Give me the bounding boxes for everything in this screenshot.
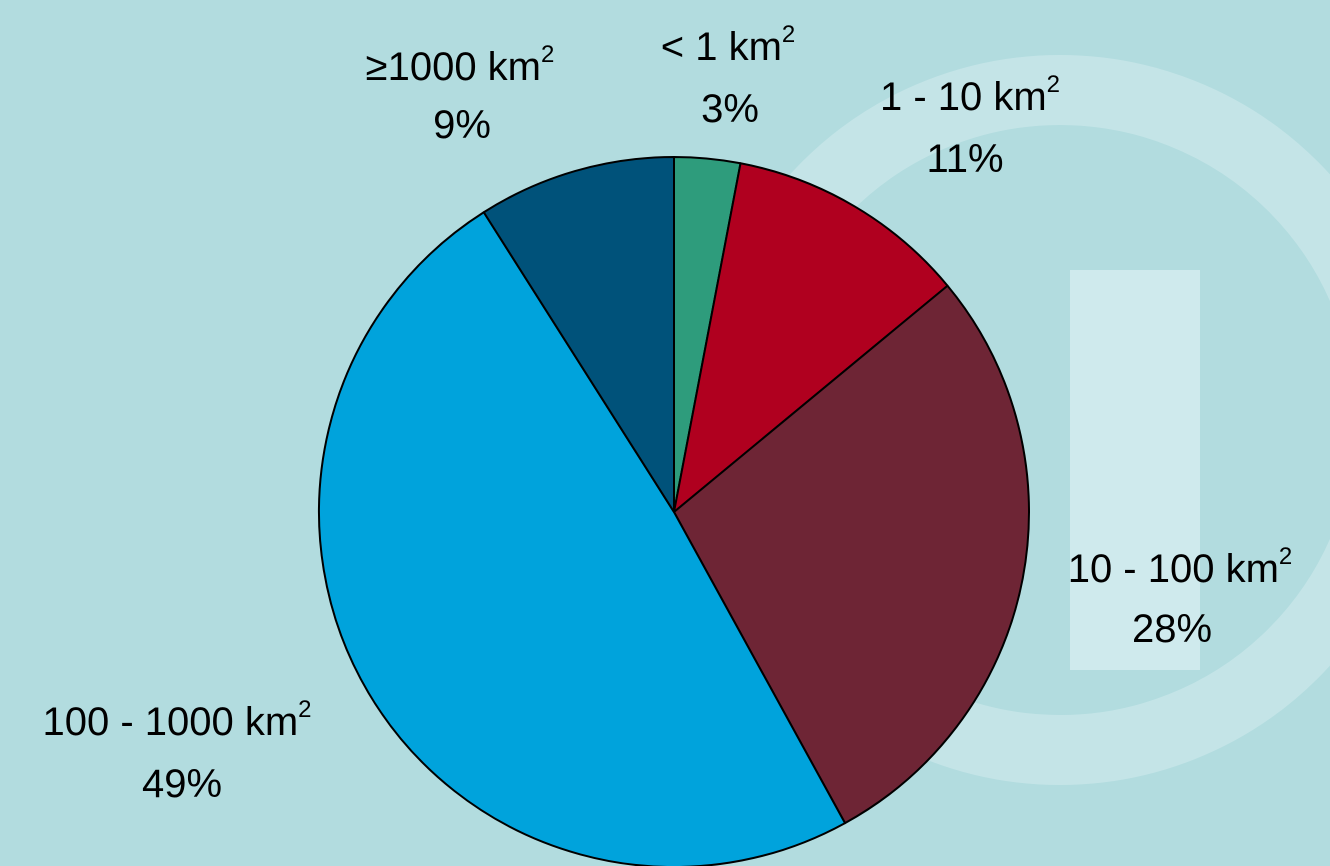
slice-label-1-10: 1 - 10 km2 (880, 71, 1060, 119)
slice-100-1000 (318, 211, 847, 866)
slice-10-100 (673, 284, 1030, 825)
slice-ge1000 (482, 156, 675, 513)
slice-1-10 (673, 162, 949, 513)
slice-label-10-100: 10 - 100 km2 (1068, 543, 1293, 591)
pie-slices (318, 156, 1030, 866)
watermark-bar (1070, 270, 1200, 670)
slice-percent-lt1: 3% (701, 87, 759, 131)
slice-label-lt1: < 1 km2 (661, 21, 796, 69)
slice-percent-ge1000: 9% (433, 103, 491, 147)
slice-percent-1-10: 11% (926, 137, 1003, 181)
slice-percent-100-1000: 49% (142, 762, 222, 806)
slice-percent-10-100: 28% (1132, 607, 1212, 651)
slice-label-ge1000: ≥1000 km2 (366, 41, 555, 89)
slice-label-100-1000: 100 - 1000 km2 (42, 696, 311, 744)
